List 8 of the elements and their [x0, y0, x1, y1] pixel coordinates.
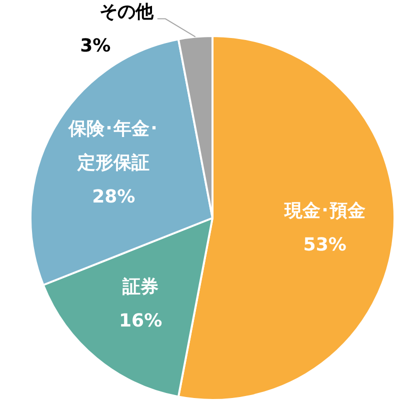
slice-label: その他 [99, 1, 154, 22]
slice-label: 現金･預金 [283, 200, 366, 222]
data-label: 3% [80, 35, 111, 56]
slice-label: 証券 [122, 276, 159, 298]
data-label: 28% [92, 186, 136, 208]
data-label: 16% [119, 310, 162, 332]
data-label: 53% [303, 234, 346, 256]
slice-label: 保険･年金･定形保証 [68, 118, 159, 174]
